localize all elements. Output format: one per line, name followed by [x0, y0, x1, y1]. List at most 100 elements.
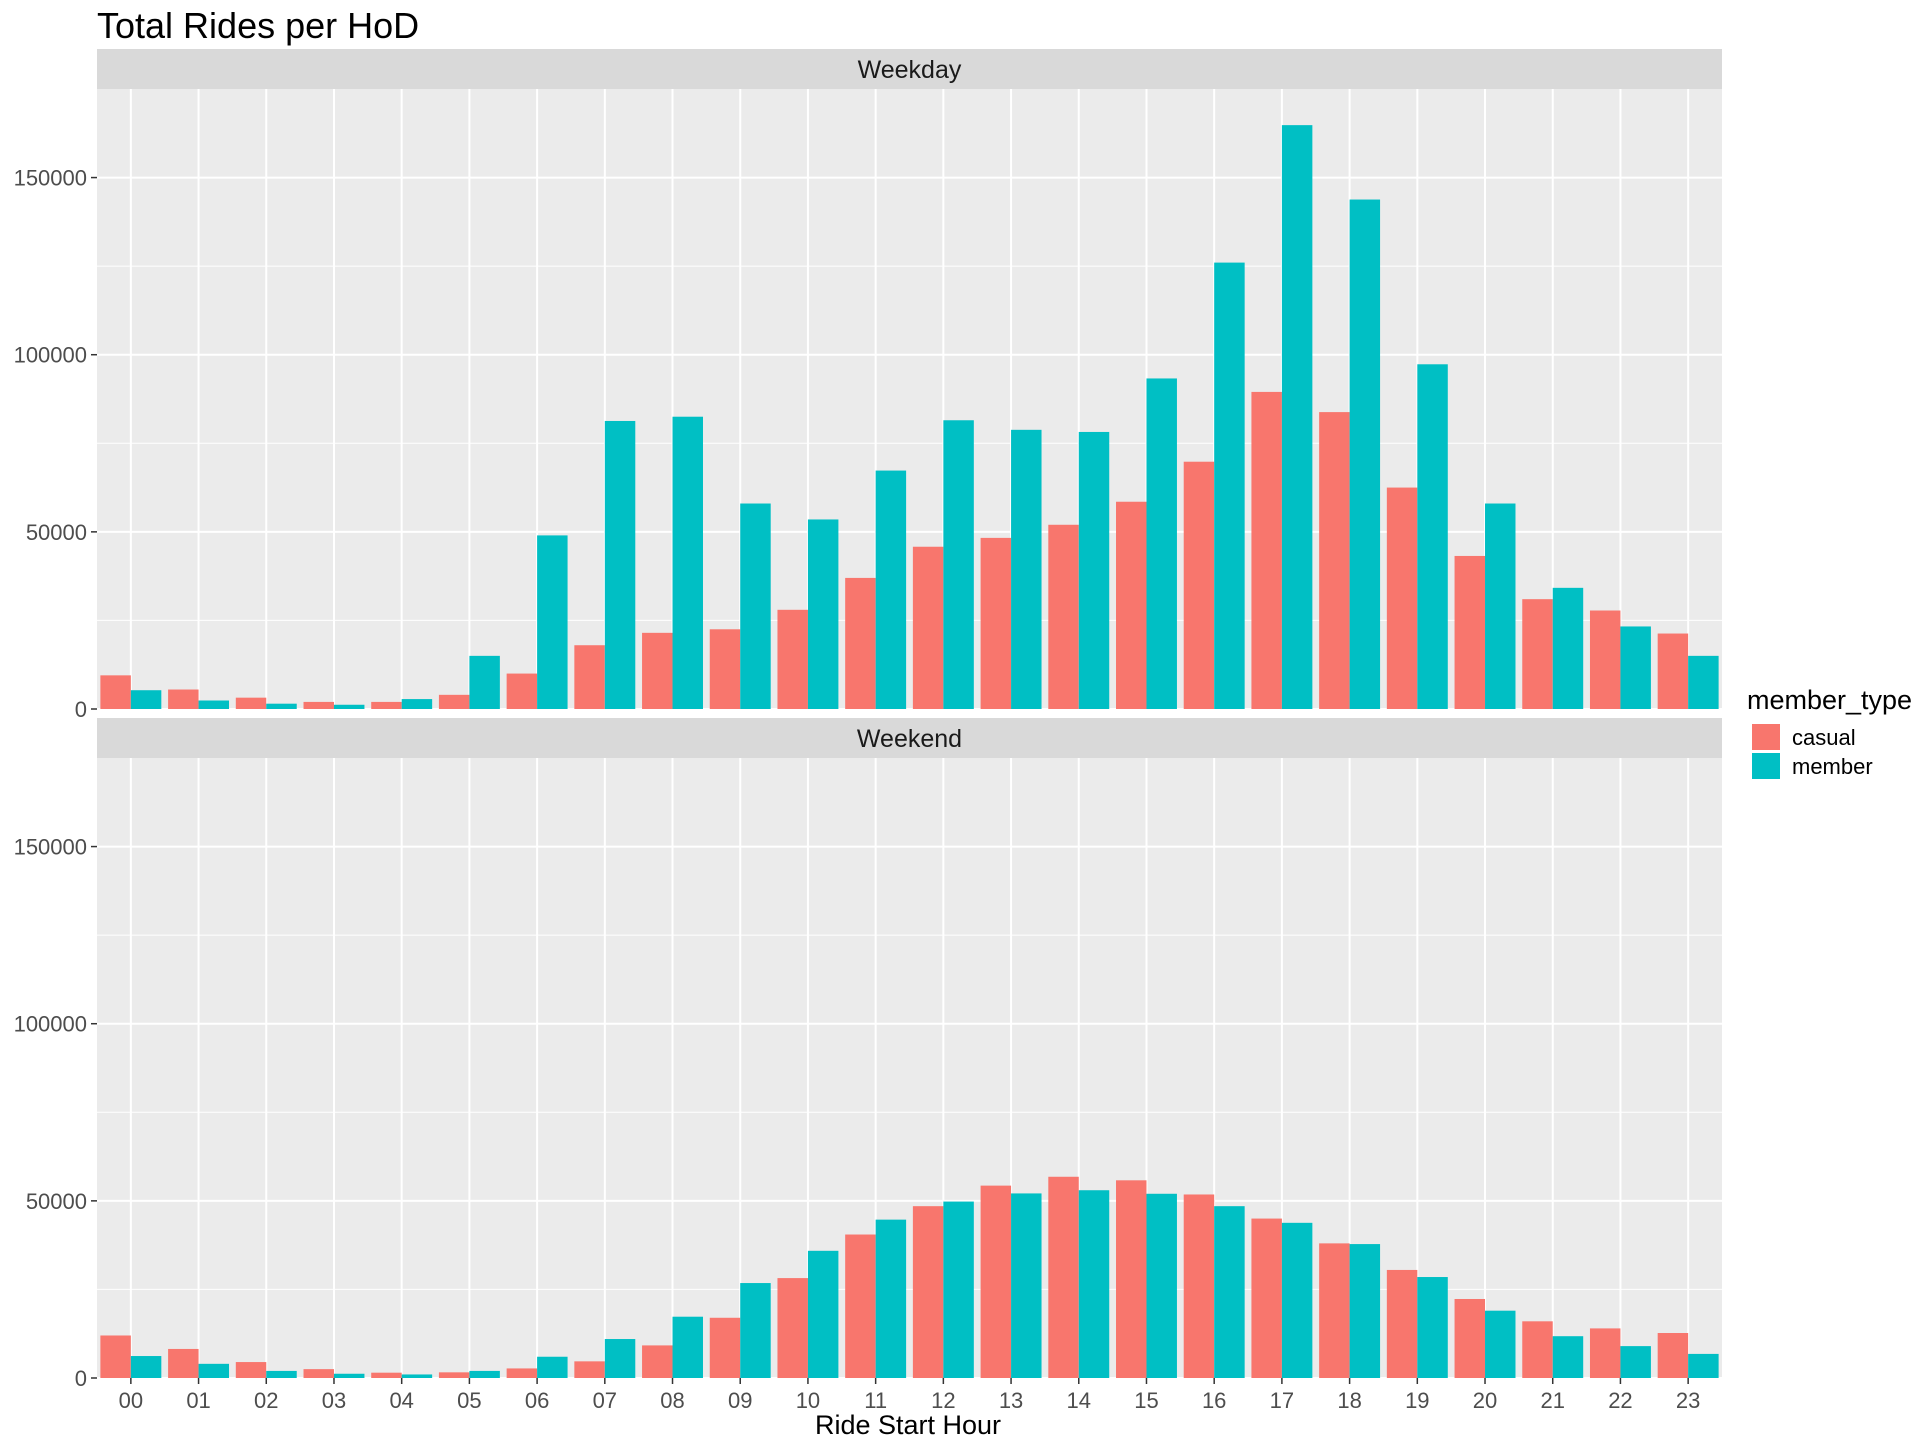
bar-weekend-member-02: [266, 1370, 297, 1378]
x-tick-label: 22: [1608, 1388, 1632, 1413]
bar-weekday-casual-07: [574, 645, 605, 709]
bar-weekend-casual-05: [438, 1372, 470, 1378]
bar-weekend-member-07: [604, 1339, 636, 1378]
bar-weekend-member-00: [130, 1356, 162, 1378]
bar-weekend-member-13: [1011, 1193, 1042, 1378]
bar-weekend-member-19: [1417, 1277, 1448, 1378]
bar-weekend-casual-18: [1319, 1243, 1350, 1378]
legend: member_type casual member: [1747, 685, 1912, 779]
x-tick-label: 08: [660, 1388, 684, 1413]
legend-label-casual: casual: [1792, 725, 1856, 750]
facet-label: Weekend: [857, 725, 962, 753]
bar-weekend-casual-07: [574, 1361, 605, 1378]
legend-key-member: [1752, 753, 1780, 779]
bar-weekday-casual-12: [912, 546, 944, 709]
x-tick-label: 04: [389, 1388, 413, 1413]
x-tick-label: 11: [864, 1388, 887, 1413]
x-tick-label: 06: [525, 1388, 549, 1413]
bar-weekend-member-23: [1688, 1353, 1719, 1378]
bar-weekend-casual-09: [709, 1317, 741, 1378]
bar-weekday-member-17: [1281, 125, 1313, 709]
bar-weekend-casual-06: [506, 1368, 538, 1378]
bar-weekend-casual-23: [1657, 1333, 1689, 1378]
x-tick-label: 10: [796, 1388, 820, 1413]
bar-weekday-member-00: [130, 690, 162, 709]
x-tick-label: 13: [999, 1388, 1023, 1413]
bar-weekday-member-08: [672, 416, 703, 709]
bar-weekday-casual-16: [1183, 461, 1215, 709]
bar-weekday-member-11: [875, 470, 907, 709]
bar-weekday-casual-06: [506, 673, 538, 709]
bar-weekend-casual-04: [371, 1372, 402, 1378]
x-tick-label: 09: [728, 1388, 752, 1413]
x-tick-label: 03: [322, 1388, 346, 1413]
x-tick-label: 15: [1134, 1388, 1158, 1413]
bar-weekend-member-05: [469, 1370, 500, 1378]
bar-weekday-casual-03: [303, 701, 334, 709]
panel-weekend: Weekend 0 50000 100000 150000: [14, 718, 1722, 1391]
bar-weekend-casual-20: [1454, 1298, 1486, 1378]
bar-weekday-member-10: [807, 519, 839, 709]
x-tick-label: 20: [1473, 1388, 1497, 1413]
bar-weekday-casual-20: [1454, 555, 1486, 709]
bar-weekday-member-22: [1620, 626, 1651, 709]
bar-weekend-member-01: [198, 1363, 230, 1378]
bar-weekend-member-10: [807, 1250, 839, 1378]
bar-weekday-casual-04: [371, 701, 402, 709]
bar-weekday-member-09: [740, 503, 771, 709]
bar-weekend-member-15: [1146, 1193, 1177, 1378]
bar-weekday-member-13: [1011, 429, 1042, 709]
x-tick-label: 18: [1337, 1388, 1361, 1413]
bar-weekday-member-21: [1552, 587, 1584, 709]
x-tick-label: 05: [457, 1388, 481, 1413]
bar-weekday-member-16: [1214, 262, 1245, 709]
bar-weekday-casual-17: [1251, 391, 1282, 709]
bar-weekday-member-15: [1146, 378, 1177, 709]
bar-weekend-casual-15: [1116, 1180, 1147, 1378]
bar-weekday-casual-13: [980, 537, 1012, 709]
bar-weekend-casual-22: [1589, 1328, 1621, 1378]
bar-weekend-member-21: [1552, 1336, 1584, 1378]
bar-weekday-casual-23: [1657, 633, 1689, 709]
bar-weekend-member-11: [875, 1219, 907, 1378]
x-tick-label: 14: [1067, 1388, 1091, 1413]
x-axis: 00 01 02 03 04 05 06 07 08 09 10 11 12 13 14 15 16 17 18 19…: [119, 1378, 1700, 1413]
bar-weekend-member-20: [1485, 1310, 1516, 1378]
y-tick-label: 100000: [14, 1012, 87, 1037]
bar-weekday-member-12: [943, 420, 974, 709]
legend-title: member_type: [1747, 685, 1912, 715]
x-tick-label: 23: [1676, 1388, 1700, 1413]
bar-weekend-member-18: [1349, 1244, 1381, 1378]
y-tick-label: 0: [75, 1366, 87, 1391]
bar-weekday-casual-05: [438, 694, 470, 709]
x-axis-title: Ride Start Hour: [815, 1410, 1001, 1440]
bar-weekend-casual-21: [1522, 1321, 1553, 1378]
bar-weekday-casual-15: [1116, 501, 1147, 709]
bar-weekend-casual-10: [777, 1278, 808, 1378]
bar-weekend-casual-02: [235, 1362, 267, 1378]
bar-weekend-member-03: [333, 1373, 365, 1378]
bar-weekday-member-23: [1688, 655, 1719, 709]
y-tick-label: 150000: [14, 835, 87, 860]
bar-weekend-member-22: [1620, 1346, 1651, 1378]
x-tick-label: 17: [1270, 1388, 1294, 1413]
bar-weekday-member-18: [1349, 199, 1381, 709]
bar-weekday-casual-00: [100, 675, 131, 709]
bar-weekend-casual-17: [1251, 1218, 1282, 1378]
x-tick-label: 16: [1202, 1388, 1226, 1413]
chart-title: Total Rides per HoD: [97, 5, 419, 46]
bar-weekend-member-16: [1214, 1206, 1245, 1378]
bar-weekend-member-08: [672, 1316, 703, 1378]
bar-weekend-casual-13: [980, 1185, 1012, 1378]
bar-weekend-member-17: [1281, 1222, 1313, 1378]
bar-weekend-casual-08: [642, 1345, 673, 1378]
legend-label-member: member: [1792, 754, 1873, 779]
legend-key-casual: [1752, 724, 1780, 750]
y-tick-label: 0: [75, 697, 87, 722]
x-tick-label: 00: [119, 1388, 143, 1413]
panels: Weekday 0 50000 100000 150000 Weekend 0 50000 10…: [14, 49, 1722, 1391]
bar-weekend-casual-12: [912, 1206, 944, 1378]
panel-background: [97, 89, 1722, 709]
facet-strip: [97, 49, 1722, 89]
